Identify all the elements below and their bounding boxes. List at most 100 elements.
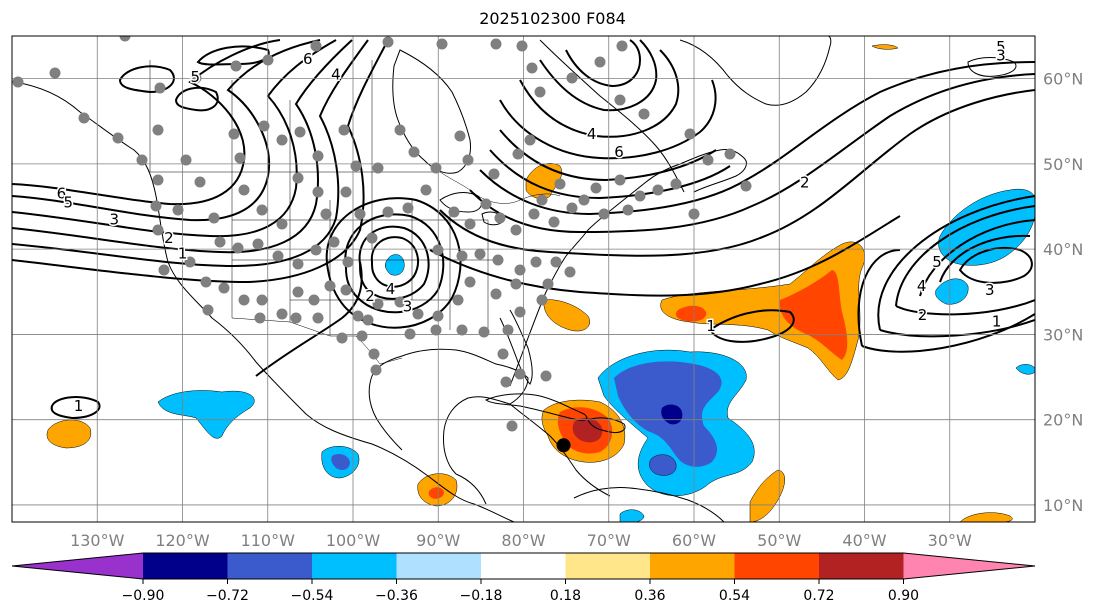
colorbar-tick-label: −0.54 (291, 588, 334, 604)
observation-dot (310, 244, 322, 256)
observation-dot (420, 184, 432, 196)
observation-dot (232, 242, 244, 254)
observation-dot (136, 154, 148, 166)
colorbar-segment (227, 553, 312, 579)
observation-dot (252, 238, 264, 250)
map-title: 2025102300 F084 (479, 9, 626, 28)
positive-anomaly-region (46, 419, 92, 449)
observation-dot (372, 298, 384, 310)
colorbar-segment (396, 553, 481, 579)
lon-tick-label: 70°W (587, 531, 631, 550)
observation-dot (638, 108, 650, 120)
negative-anomaly-core (331, 454, 350, 470)
contour-line (344, 213, 445, 314)
negative-anomaly-region (619, 509, 645, 522)
observation-dot (536, 194, 548, 206)
observation-dot (408, 146, 420, 158)
observation-dot (550, 256, 562, 268)
observation-dot (352, 310, 364, 322)
observation-dot (290, 312, 302, 324)
observation-dot (452, 294, 464, 306)
observation-dot (350, 160, 362, 172)
observation-dot (180, 154, 192, 166)
contour-label: 5 (191, 68, 201, 86)
contour-line (12, 39, 321, 222)
observation-dot (394, 124, 406, 136)
latitude-tick-labels: 60°N 50°N 40°N 30°N 20°N 10°N (1043, 70, 1083, 515)
observation-dot (454, 130, 466, 142)
contour-label: 3 (996, 47, 1006, 65)
negative-anomaly-region (649, 454, 677, 476)
observation-dot (342, 256, 354, 268)
observation-dot (382, 36, 394, 48)
observation-dot (218, 282, 230, 294)
contour-line (12, 39, 337, 238)
positive-anomaly-region (543, 299, 590, 332)
observation-dot (740, 180, 752, 192)
lat-tick-label: 40°N (1043, 240, 1083, 259)
observation-dot (150, 200, 162, 212)
observation-dot (548, 216, 560, 228)
observation-dot (516, 40, 528, 52)
observation-dot (622, 204, 634, 216)
observation-dot (152, 174, 164, 186)
observation-dot (368, 348, 380, 360)
observation-dot (312, 186, 324, 198)
observation-dot (370, 364, 382, 376)
negative-anomaly-region (935, 278, 969, 305)
contour-line (499, 129, 717, 182)
observation-dot (542, 278, 554, 290)
colorbar-extend-low (12, 553, 143, 579)
observation-dot (338, 124, 350, 136)
positive-anomaly-region (749, 469, 785, 522)
negative-anomaly-region (938, 188, 1035, 266)
lat-tick-label: 60°N (1043, 70, 1083, 89)
observation-dot (480, 198, 492, 210)
colorbar-segment (143, 553, 228, 579)
observation-dot (702, 154, 714, 166)
contour-line (519, 49, 680, 138)
contour-line (174, 86, 219, 112)
observation-dot (230, 60, 242, 72)
observation-dot (372, 162, 384, 174)
map-frame (11, 35, 1036, 523)
observation-dot (616, 40, 628, 52)
contour-label: 3 (985, 281, 995, 299)
colorbar-tick-label: 0.90 (888, 588, 919, 604)
observation-dot (578, 194, 590, 206)
contour-label: 3 (403, 297, 413, 315)
observation-dot (536, 294, 548, 306)
observation-dot (238, 184, 250, 196)
contour-label: 2 (800, 174, 810, 192)
colorbar-tick-label: −0.90 (122, 588, 165, 604)
colorbar-tick-label: 0.18 (550, 588, 581, 604)
observation-dot (464, 218, 476, 230)
contour-label: 1 (706, 317, 716, 335)
observation-dot (310, 40, 322, 52)
contour-line (489, 149, 731, 200)
observation-dot (172, 204, 184, 216)
observation-dot (366, 232, 378, 244)
lon-tick-label: 120°W (155, 531, 210, 550)
observation-dot (152, 124, 164, 136)
positive-anomaly-strong (779, 270, 848, 360)
colorbar-tick-label: −0.72 (206, 588, 249, 604)
observation-dot (540, 370, 552, 382)
observation-dot (510, 224, 522, 236)
observation-dot (478, 326, 490, 338)
colorbar-segment (312, 553, 397, 579)
observation-dot (294, 126, 306, 138)
observation-dot (404, 328, 416, 340)
observation-dot (228, 128, 240, 140)
observation-dot (564, 266, 576, 278)
contour-line (958, 247, 1033, 284)
observation-dot (464, 276, 476, 288)
contour-line (12, 39, 369, 268)
observation-dot (684, 128, 696, 140)
colorbar-extend-high (903, 553, 1035, 579)
contour-line (255, 261, 363, 377)
observation-dot (78, 112, 90, 124)
observation-dot (497, 348, 509, 360)
contour-label: 2 (365, 287, 375, 305)
